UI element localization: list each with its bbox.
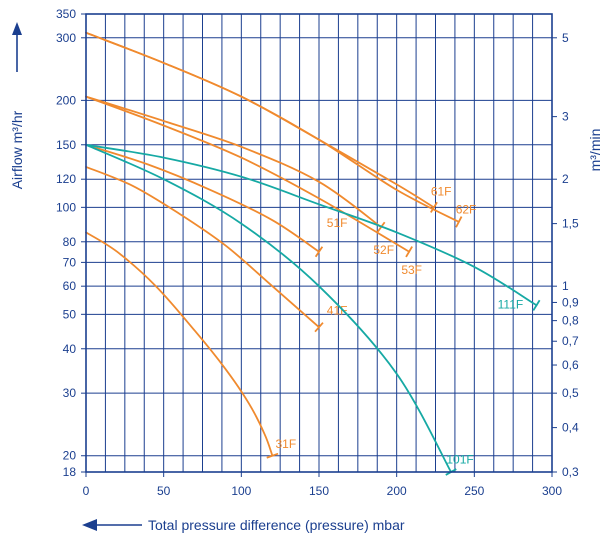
pressure-arrow-icon: [82, 519, 142, 531]
tick-layer: 0 50 100 150 200 250 3001820304050607080100120…: [56, 7, 579, 498]
y-tick-label-right: 0,3: [562, 465, 579, 479]
curve-52f: [85, 95, 382, 228]
curve-end-cap-53f: [405, 246, 413, 258]
y-tick-label-left: 60: [63, 279, 77, 293]
curve-label-111f: 111F: [498, 297, 524, 311]
y-tick-label-right: 0,5: [562, 386, 579, 400]
curve-62f: [85, 31, 460, 223]
y-tick-label-left: 18: [63, 465, 77, 479]
arrow-head: [12, 22, 22, 35]
x-tick-label: 150: [309, 484, 329, 498]
y-tick-label-left: 200: [56, 93, 76, 107]
y-axis-title-left: Airflow m³/hr: [9, 110, 25, 189]
x-tick-label: 100: [231, 484, 251, 498]
y-tick-label-left: 30: [63, 386, 77, 400]
x-tick-label: 200: [387, 484, 407, 498]
y-tick-label-right: 5: [562, 31, 569, 45]
curve-label-101f: 101F: [446, 453, 473, 467]
x-tick-label: 300: [542, 484, 562, 498]
y-tick-label-left: 100: [56, 200, 76, 214]
curve-layer: 31F 41F 51F 52F 53F 61F 62F 101F 111F: [85, 31, 541, 476]
x-tick-label: 0: [83, 484, 90, 498]
x-tick-label: 50: [157, 484, 171, 498]
curve-53f: [85, 95, 410, 253]
x-tick-label: 250: [464, 484, 484, 498]
curve-end-cap-51f: [314, 246, 324, 258]
y-tick-label-right: 0,9: [562, 295, 579, 309]
curve-31f: [85, 231, 274, 457]
y-tick-label-right: 0,6: [562, 358, 579, 372]
curve-end-cap-62f: [455, 216, 463, 228]
curve-end-cap-111f: [532, 299, 541, 311]
y-tick-label-left: 70: [63, 255, 77, 269]
y-tick-label-right: 1: [562, 279, 569, 293]
y-tick-label-right: 2: [562, 172, 569, 186]
y-tick-label-right: 1,5: [562, 217, 579, 231]
y-tick-label-left: 120: [56, 172, 76, 186]
curve-label-51f: 51F: [327, 216, 348, 230]
x-axis-title: Total pressure difference (pressure) mba…: [148, 517, 405, 533]
curve-label-62f: 62F: [456, 203, 477, 217]
curve-label-52f: 52F: [373, 243, 394, 257]
y-tick-label-right: 0,7: [562, 334, 579, 348]
y-tick-label-left: 350: [56, 7, 76, 21]
y-tick-label-left: 80: [63, 235, 77, 249]
y-tick-label-left: 20: [63, 449, 77, 463]
curve-end-cap-41f: [314, 322, 324, 333]
grid-layer: [85, 13, 553, 473]
curve-111f: [85, 143, 538, 307]
y-tick-label-left: 50: [63, 307, 77, 321]
arrow-head: [82, 519, 97, 531]
curve-label-41f: 41F: [327, 303, 348, 317]
curve-label-31f: 31F: [276, 437, 297, 451]
y-tick-label-left: 150: [56, 138, 76, 152]
curve-end-cap-31f: [266, 452, 279, 459]
y-tick-label-left: 40: [63, 342, 77, 356]
airflow-arrow-icon: [12, 22, 22, 72]
curve-label-61f: 61F: [431, 184, 452, 198]
y-tick-label-right: 0,4: [562, 421, 579, 435]
curve-41f: [85, 166, 320, 329]
y-tick-label-left: 300: [56, 31, 76, 45]
curve-label-53f: 53F: [401, 263, 422, 277]
curve-101f: [85, 143, 452, 473]
y-tick-label-right: 3: [562, 110, 569, 124]
y-axis-title-right: m³/min: [587, 129, 603, 172]
curve-51f: [85, 143, 320, 253]
y-tick-label-right: 0,8: [562, 314, 579, 328]
curve-end-cap-61f: [430, 201, 438, 213]
